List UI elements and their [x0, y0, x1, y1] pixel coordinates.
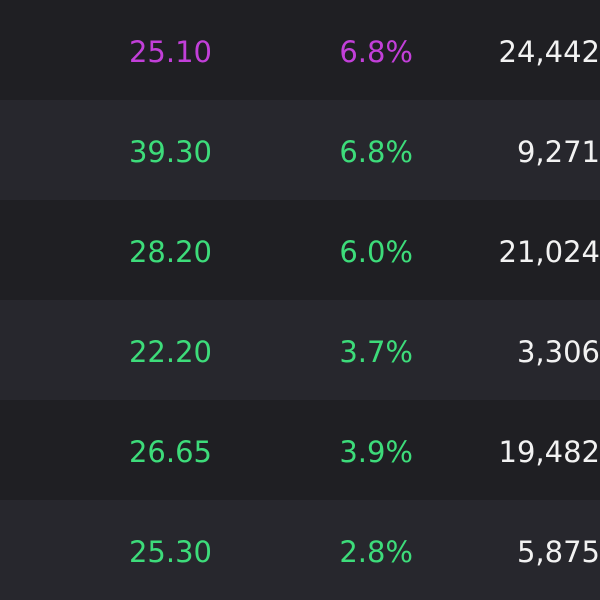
change-percent: 6.8%	[339, 35, 413, 69]
price: 25.30	[128, 535, 212, 569]
volume: 3,306	[516, 335, 600, 369]
price: 26.65	[128, 435, 212, 469]
change-percent: 6.8%	[339, 135, 413, 169]
table-row: 25.10 6.8% 24,442	[0, 0, 600, 100]
volume: 5,875	[516, 535, 600, 569]
volume: 21,024	[498, 235, 600, 269]
change-percent: 6.0%	[339, 235, 413, 269]
change-percent: 3.9%	[339, 435, 413, 469]
price: 39.30	[128, 135, 212, 169]
price: 25.10	[128, 35, 212, 69]
price: 28.20	[128, 235, 212, 269]
price: 22.20	[128, 335, 212, 369]
table-row: 22.20 3.7% 3,306	[0, 300, 600, 400]
volume: 9,271	[516, 135, 600, 169]
change-percent: 2.8%	[339, 535, 413, 569]
table-row: 25.30 2.8% 5,875	[0, 500, 600, 600]
table-row: 28.20 6.0% 21,024	[0, 200, 600, 300]
change-percent: 3.7%	[339, 335, 413, 369]
volume: 19,482	[498, 435, 600, 469]
table-row: 39.30 6.8% 9,271	[0, 100, 600, 200]
table-row: 26.65 3.9% 19,482	[0, 400, 600, 500]
volume: 24,442	[498, 35, 600, 69]
